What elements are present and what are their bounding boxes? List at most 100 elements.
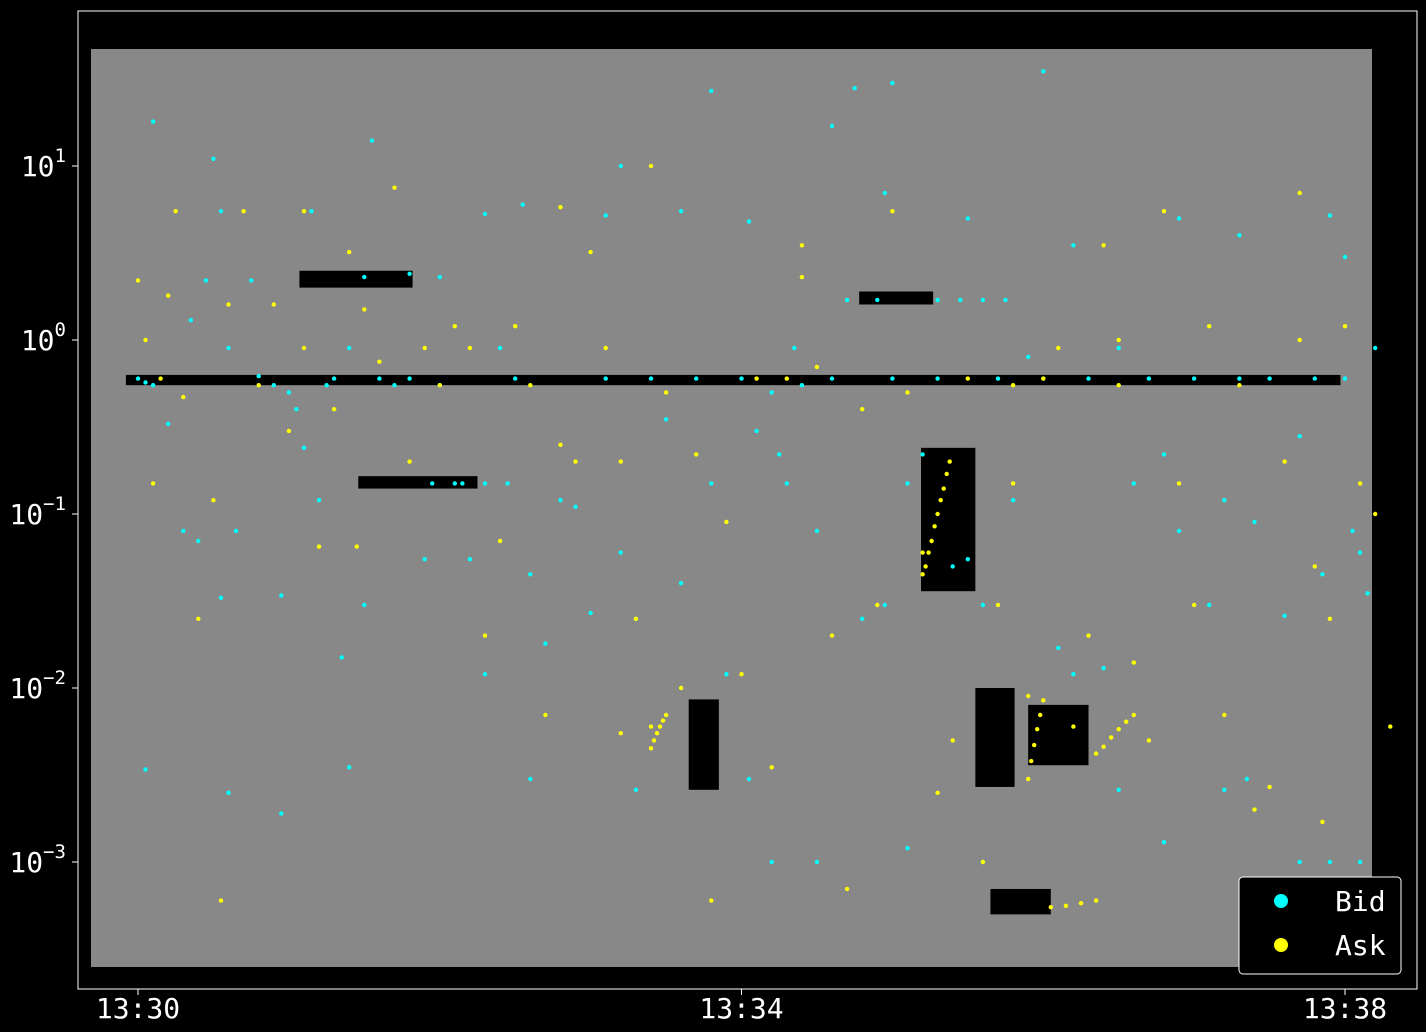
ask-point — [920, 550, 925, 555]
bid-point — [1320, 572, 1325, 577]
ask-point — [1252, 807, 1257, 812]
ask-point — [1035, 727, 1040, 732]
ask-point — [1320, 819, 1325, 825]
y-tick-label-4: 10−3 — [9, 841, 66, 879]
bid-point — [1222, 498, 1227, 503]
ask-point — [660, 718, 666, 723]
ask-point — [158, 376, 163, 381]
bid-point — [150, 383, 156, 388]
bid-point — [678, 581, 684, 586]
x-tick-label-1: 13:34 — [699, 992, 783, 1025]
bid-point — [958, 297, 963, 303]
ask-point — [944, 471, 949, 477]
legend-marker-bid — [1274, 894, 1288, 908]
ask-point — [1086, 633, 1091, 638]
ask-point — [950, 738, 955, 743]
bid-point — [1056, 645, 1061, 651]
ask-point — [558, 205, 563, 210]
bid-point — [422, 557, 427, 562]
bid-point — [513, 376, 518, 381]
ask-point — [1108, 735, 1114, 740]
highlight-box-6 — [975, 688, 1015, 787]
bid-point — [558, 498, 563, 503]
ask-point — [422, 345, 427, 351]
bid-point — [135, 376, 141, 381]
ask-point — [678, 685, 684, 691]
bid-point — [603, 213, 608, 218]
bid-point — [309, 209, 314, 214]
ask-point — [1116, 383, 1121, 388]
bid-point — [1282, 613, 1287, 618]
ask-point — [1093, 898, 1099, 903]
bid-point — [482, 211, 488, 217]
ask-point — [1048, 905, 1054, 910]
bid-point — [271, 383, 276, 388]
bid-point — [694, 376, 699, 381]
highlight-box-3 — [859, 291, 934, 305]
ask-point — [1093, 751, 1099, 756]
bid-point — [648, 376, 654, 381]
bid-point — [1373, 345, 1378, 351]
bid-point — [618, 550, 623, 555]
bid-point — [1041, 69, 1046, 74]
bid-point — [233, 528, 239, 534]
bid-point — [950, 564, 955, 569]
ask-point — [938, 498, 943, 503]
bid-point — [844, 297, 850, 303]
bid-point — [143, 380, 148, 385]
ask-point — [1029, 758, 1034, 764]
ask-point — [633, 616, 639, 621]
ask-point — [651, 738, 657, 743]
ask-point — [241, 209, 246, 214]
ask-point — [724, 519, 729, 525]
highlight-box-8 — [990, 888, 1051, 915]
ask-point — [947, 459, 952, 464]
ask-point — [482, 633, 488, 638]
highlight-box-1 — [358, 476, 478, 489]
ask-point — [1161, 209, 1167, 214]
ask-point — [844, 886, 850, 892]
bid-point — [573, 504, 578, 509]
bid-point — [965, 216, 970, 221]
ask-point — [1207, 324, 1212, 329]
bid-point — [1357, 859, 1363, 865]
bid-point — [520, 202, 525, 207]
ask-point — [173, 209, 178, 214]
bid-point — [294, 407, 299, 412]
bid-point — [890, 80, 895, 86]
ask-point — [784, 376, 789, 381]
ask-point — [754, 376, 759, 381]
ask-point — [181, 394, 186, 400]
legend-marker-ask — [1274, 938, 1288, 952]
ask-point — [558, 442, 563, 447]
ask-point — [543, 712, 548, 718]
ask-point — [1191, 602, 1197, 608]
ask-point — [286, 428, 292, 434]
bid-point — [1252, 519, 1257, 525]
bid-point — [249, 278, 254, 283]
bid-point — [1176, 216, 1182, 221]
ask-point — [1116, 727, 1121, 732]
bid-point — [890, 376, 895, 381]
bid-point — [1222, 787, 1227, 792]
bid-point — [1161, 452, 1167, 457]
ask-point — [694, 452, 699, 457]
bid-point — [286, 390, 292, 395]
ask-point — [1222, 712, 1227, 718]
ask-point — [354, 544, 359, 549]
ask-point — [663, 712, 669, 718]
y-tick-label-1: 100 — [21, 319, 66, 357]
ask-point — [1342, 324, 1348, 329]
bid-point — [369, 138, 375, 143]
bid-point — [603, 376, 608, 381]
bid-point — [1003, 297, 1008, 303]
bid-point — [1026, 354, 1031, 360]
bid-point — [430, 481, 435, 486]
bid-point — [777, 452, 782, 457]
bid-point — [746, 776, 752, 782]
bid-point — [784, 481, 789, 486]
ask-point — [980, 859, 986, 865]
bid-point — [505, 481, 510, 486]
bid-point — [739, 376, 744, 381]
ask-point — [1071, 724, 1076, 729]
